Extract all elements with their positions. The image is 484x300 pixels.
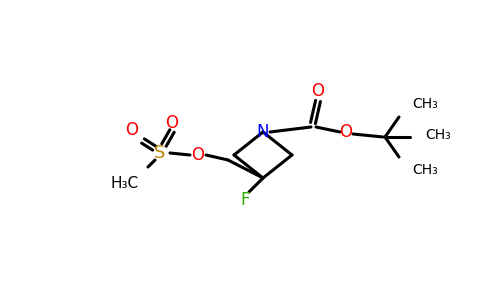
Text: O: O	[339, 123, 352, 141]
Text: O: O	[312, 82, 324, 100]
Text: N: N	[257, 123, 269, 141]
Text: F: F	[240, 191, 250, 209]
Text: H₃C: H₃C	[111, 176, 139, 190]
Text: CH₃: CH₃	[412, 163, 438, 177]
Text: O: O	[125, 121, 138, 139]
Text: CH₃: CH₃	[412, 97, 438, 111]
Text: S: S	[154, 144, 166, 162]
Text: CH₃: CH₃	[425, 128, 451, 142]
Text: O: O	[192, 146, 205, 164]
Text: O: O	[166, 114, 179, 132]
